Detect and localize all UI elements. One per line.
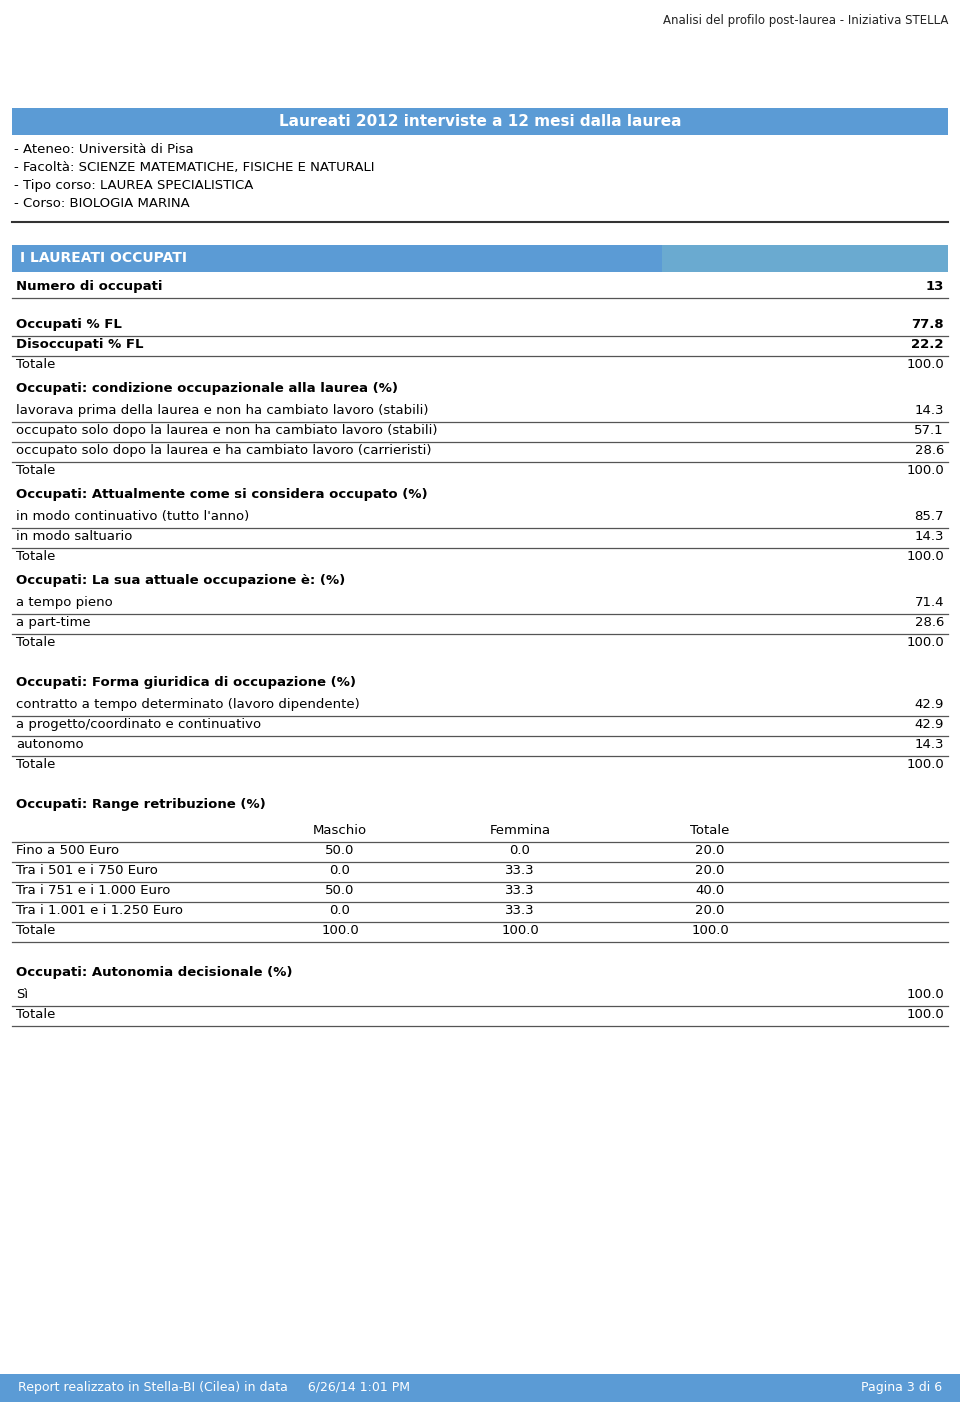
Text: 100.0: 100.0 xyxy=(906,550,944,564)
Text: 20.0: 20.0 xyxy=(695,864,725,876)
Text: Fino a 500 Euro: Fino a 500 Euro xyxy=(16,844,119,857)
Text: occupato solo dopo la laurea e ha cambiato lavoro (carrieristi): occupato solo dopo la laurea e ha cambia… xyxy=(16,444,431,457)
Text: 100.0: 100.0 xyxy=(906,358,944,371)
Text: 100.0: 100.0 xyxy=(906,758,944,771)
Text: 28.6: 28.6 xyxy=(915,616,944,628)
Text: 100.0: 100.0 xyxy=(501,924,539,937)
Text: 50.0: 50.0 xyxy=(325,844,354,857)
Text: 13: 13 xyxy=(925,280,944,293)
Text: lavorava prima della laurea e non ha cambiato lavoro (stabili): lavorava prima della laurea e non ha cam… xyxy=(16,404,428,417)
Text: Analisi del profilo post-laurea - Iniziativa STELLA: Analisi del profilo post-laurea - Inizia… xyxy=(662,14,948,27)
Text: contratto a tempo determinato (lavoro dipendente): contratto a tempo determinato (lavoro di… xyxy=(16,697,360,712)
Text: a tempo pieno: a tempo pieno xyxy=(16,596,112,609)
Text: Report realizzato in Stella-BI (Cilea) in data     6/26/14 1:01 PM: Report realizzato in Stella-BI (Cilea) i… xyxy=(18,1381,410,1395)
Text: 77.8: 77.8 xyxy=(911,318,944,331)
Text: Tra i 751 e i 1.000 Euro: Tra i 751 e i 1.000 Euro xyxy=(16,883,170,898)
Text: - Facoltà: SCIENZE MATEMATICHE, FISICHE E NATURALI: - Facoltà: SCIENZE MATEMATICHE, FISICHE … xyxy=(14,161,374,173)
Text: 33.3: 33.3 xyxy=(505,883,535,898)
Text: 28.6: 28.6 xyxy=(915,444,944,457)
Text: I LAUREATI OCCUPATI: I LAUREATI OCCUPATI xyxy=(20,251,187,265)
Text: 100.0: 100.0 xyxy=(906,635,944,650)
Text: Totale: Totale xyxy=(16,358,56,371)
Text: 100.0: 100.0 xyxy=(691,924,729,937)
Text: Totale: Totale xyxy=(16,635,56,650)
Text: Laureati 2012 interviste a 12 mesi dalla laurea: Laureati 2012 interviste a 12 mesi dalla… xyxy=(278,114,682,130)
Text: Occupati % FL: Occupati % FL xyxy=(16,318,122,331)
Text: Maschio: Maschio xyxy=(313,824,367,837)
Text: Totale: Totale xyxy=(16,924,56,937)
Text: 85.7: 85.7 xyxy=(915,510,944,523)
Bar xyxy=(0,1374,960,1402)
Text: Disoccupati % FL: Disoccupati % FL xyxy=(16,338,143,351)
Text: autonomo: autonomo xyxy=(16,738,84,751)
Text: Occupati: Attualmente come si considera occupato (%): Occupati: Attualmente come si considera … xyxy=(16,488,427,502)
Text: 33.3: 33.3 xyxy=(505,905,535,917)
Text: 33.3: 33.3 xyxy=(505,864,535,876)
Text: Occupati: Forma giuridica di occupazione (%): Occupati: Forma giuridica di occupazione… xyxy=(16,676,356,689)
Text: Occupati: condizione occupazionale alla laurea (%): Occupati: condizione occupazionale alla … xyxy=(16,382,398,395)
Text: 20.0: 20.0 xyxy=(695,844,725,857)
Text: 100.0: 100.0 xyxy=(322,924,359,937)
Text: - Ateneo: Università di Pisa: - Ateneo: Università di Pisa xyxy=(14,142,194,156)
Text: Occupati: La sua attuale occupazione è: (%): Occupati: La sua attuale occupazione è: … xyxy=(16,573,346,588)
Text: 0.0: 0.0 xyxy=(329,905,350,917)
Text: 50.0: 50.0 xyxy=(325,883,354,898)
Text: Totale: Totale xyxy=(16,550,56,564)
Text: 40.0: 40.0 xyxy=(695,883,725,898)
Text: a progetto/coordinato e continuativo: a progetto/coordinato e continuativo xyxy=(16,719,261,731)
Text: 100.0: 100.0 xyxy=(906,1007,944,1022)
Text: 22.2: 22.2 xyxy=(911,338,944,351)
Text: Tra i 501 e i 750 Euro: Tra i 501 e i 750 Euro xyxy=(16,864,157,876)
Text: Sì: Sì xyxy=(16,988,28,1000)
Text: - Corso: BIOLOGIA MARINA: - Corso: BIOLOGIA MARINA xyxy=(14,197,190,210)
Text: Totale: Totale xyxy=(16,464,56,478)
Text: a part-time: a part-time xyxy=(16,616,90,628)
Text: Totale: Totale xyxy=(16,1007,56,1022)
Text: 100.0: 100.0 xyxy=(906,988,944,1000)
Text: Totale: Totale xyxy=(690,824,730,837)
Text: Tra i 1.001 e i 1.250 Euro: Tra i 1.001 e i 1.250 Euro xyxy=(16,905,183,917)
Text: - Tipo corso: LAUREA SPECIALISTICA: - Tipo corso: LAUREA SPECIALISTICA xyxy=(14,179,253,192)
Text: 14.3: 14.3 xyxy=(915,530,944,542)
Bar xyxy=(12,245,948,272)
Text: 100.0: 100.0 xyxy=(906,464,944,478)
Text: in modo continuativo (tutto l'anno): in modo continuativo (tutto l'anno) xyxy=(16,510,250,523)
Text: 0.0: 0.0 xyxy=(329,864,350,876)
Text: 71.4: 71.4 xyxy=(915,596,944,609)
Text: 14.3: 14.3 xyxy=(915,404,944,417)
Text: Occupati: Autonomia decisionale (%): Occupati: Autonomia decisionale (%) xyxy=(16,967,293,979)
Text: Occupati: Range retribuzione (%): Occupati: Range retribuzione (%) xyxy=(16,797,266,812)
Text: 0.0: 0.0 xyxy=(510,844,531,857)
Text: Pagina 3 di 6: Pagina 3 di 6 xyxy=(861,1381,942,1395)
Text: occupato solo dopo la laurea e non ha cambiato lavoro (stabili): occupato solo dopo la laurea e non ha ca… xyxy=(16,424,438,437)
Text: 42.9: 42.9 xyxy=(915,697,944,712)
Bar xyxy=(662,245,948,272)
Text: Totale: Totale xyxy=(16,758,56,771)
Text: Femmina: Femmina xyxy=(490,824,551,837)
Bar xyxy=(12,108,948,135)
Text: 57.1: 57.1 xyxy=(914,424,944,437)
Text: 14.3: 14.3 xyxy=(915,738,944,751)
Text: 42.9: 42.9 xyxy=(915,719,944,731)
Text: in modo saltuario: in modo saltuario xyxy=(16,530,132,542)
Text: Numero di occupati: Numero di occupati xyxy=(16,280,162,293)
Text: 20.0: 20.0 xyxy=(695,905,725,917)
